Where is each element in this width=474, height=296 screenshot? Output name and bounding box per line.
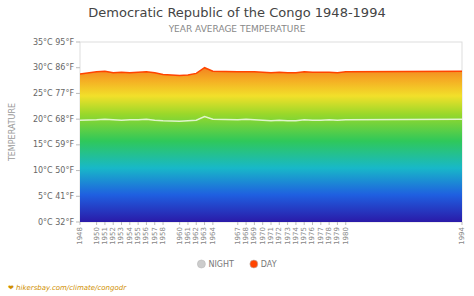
area xyxy=(80,68,462,222)
y-tick xyxy=(76,144,80,145)
x-tick xyxy=(246,222,247,225)
x-tick xyxy=(271,222,272,225)
background xyxy=(0,0,474,296)
x-tick xyxy=(138,222,139,225)
x-tick xyxy=(279,222,280,225)
x-tick xyxy=(113,222,114,225)
y-tick xyxy=(76,170,80,171)
x-tick xyxy=(187,222,188,225)
x-tick xyxy=(80,222,81,225)
y-tick xyxy=(76,93,80,94)
x-tick xyxy=(320,222,321,225)
x-tick-label: 1976 xyxy=(308,226,316,244)
y-axis-label: TEMPERATURE xyxy=(8,103,17,162)
x-tick xyxy=(204,222,205,225)
x-tick xyxy=(237,222,238,225)
x-tick xyxy=(179,222,180,225)
x-tick-label: 1973 xyxy=(284,227,292,245)
x-tick-label: 1960 xyxy=(176,227,184,245)
x-tick-label: 1961 xyxy=(184,227,192,245)
x-tick xyxy=(96,222,97,225)
x-tick xyxy=(104,222,105,225)
x-tick-label: 1953 xyxy=(117,227,125,245)
x-tick-label: 1968 xyxy=(242,227,250,245)
x-tick xyxy=(121,222,122,225)
x-tick xyxy=(337,222,338,225)
x-tick xyxy=(287,222,288,225)
x-tick-label: 1948 xyxy=(76,227,84,245)
x-tick xyxy=(212,222,213,225)
x-tick-label: 1955 xyxy=(134,227,142,245)
y-tick-label: 10°C 50°F xyxy=(33,166,74,175)
legend: NIGHT DAY xyxy=(197,260,276,269)
x-tick-label: 1970 xyxy=(259,227,267,245)
x-tick-label: 1967 xyxy=(234,227,242,245)
x-tick xyxy=(163,222,164,225)
x-tick xyxy=(462,222,463,225)
x-tick-label: 1956 xyxy=(142,226,150,244)
legend-marker xyxy=(250,260,258,268)
x-tick xyxy=(295,222,296,225)
y-tick xyxy=(76,196,80,197)
subtitle: YEAR AVERAGE TEMPERATURE xyxy=(168,24,306,34)
y-tick xyxy=(76,67,80,68)
x-tick xyxy=(254,222,255,225)
area-edge xyxy=(80,68,462,76)
legend-label: DAY xyxy=(261,260,277,269)
x-tick-label: 1957 xyxy=(151,227,159,245)
x-tick-label: 1971 xyxy=(267,227,275,245)
y-tick xyxy=(76,42,80,43)
x-tick-label: 1977 xyxy=(317,227,325,245)
x-tick-label: 1969 xyxy=(250,227,258,245)
x-tick-label: 1962 xyxy=(192,227,200,245)
y-axis: 0°C 32°F 5°C 41°F 10°C 50°F 15°C 59°F 20°C 6… xyxy=(33,38,80,227)
x-tick-label: 1975 xyxy=(300,227,308,245)
y-tick-label: 15°C 59°F xyxy=(33,140,74,149)
legend-marker xyxy=(197,260,205,268)
y-tick xyxy=(76,119,80,120)
x-tick xyxy=(154,222,155,225)
y-tick-label: 25°C 77°F xyxy=(33,89,74,98)
line xyxy=(80,117,462,122)
y-tick-label: 30°C 86°F xyxy=(33,63,74,72)
x-tick-label: 1964 xyxy=(209,226,217,244)
x-tick-label: 1972 xyxy=(275,227,283,245)
x-tick-label: 1954 xyxy=(126,226,134,244)
x-tick xyxy=(196,222,197,225)
annotation: ❤ hikersbay.com/climate/congodr xyxy=(8,284,127,292)
x-tick xyxy=(329,222,330,225)
y-tick-label: 0°C 32°F xyxy=(38,218,74,227)
plot-area xyxy=(80,68,462,222)
x-tick-label: 1950 xyxy=(93,227,101,245)
y-tick-label: 5°C 41°F xyxy=(38,192,74,201)
x-tick xyxy=(345,222,346,225)
x-tick xyxy=(146,222,147,225)
x-tick-label: 1958 xyxy=(159,227,167,245)
plot-frame xyxy=(80,42,462,222)
y-tick-label: 35°C 95°F xyxy=(33,38,74,47)
x-tick-label: 1980 xyxy=(342,227,350,245)
legend-label: NIGHT xyxy=(208,260,234,269)
x-tick-label: 1978 xyxy=(325,227,333,245)
x-tick-label: 1974 xyxy=(292,226,300,244)
x-tick-label: 1951 xyxy=(101,227,109,245)
title: Democratic Republic of the Congo 1948-19… xyxy=(88,5,385,20)
x-tick-label: 1963 xyxy=(200,227,208,245)
x-tick-label: 1994 xyxy=(458,226,466,244)
x-tick xyxy=(129,222,130,225)
chart: Democratic Republic of the Congo 1948-19… xyxy=(0,0,474,296)
x-tick-label: 1952 xyxy=(109,227,117,245)
x-tick xyxy=(304,222,305,225)
x-tick xyxy=(262,222,263,225)
x-tick-label: 1979 xyxy=(333,227,341,245)
y-tick xyxy=(76,222,80,223)
x-tick xyxy=(312,222,313,225)
y-tick-label: 20°C 68°F xyxy=(33,115,74,124)
x-axis: 1948 195019511952195319541955195619571958… xyxy=(76,222,466,245)
